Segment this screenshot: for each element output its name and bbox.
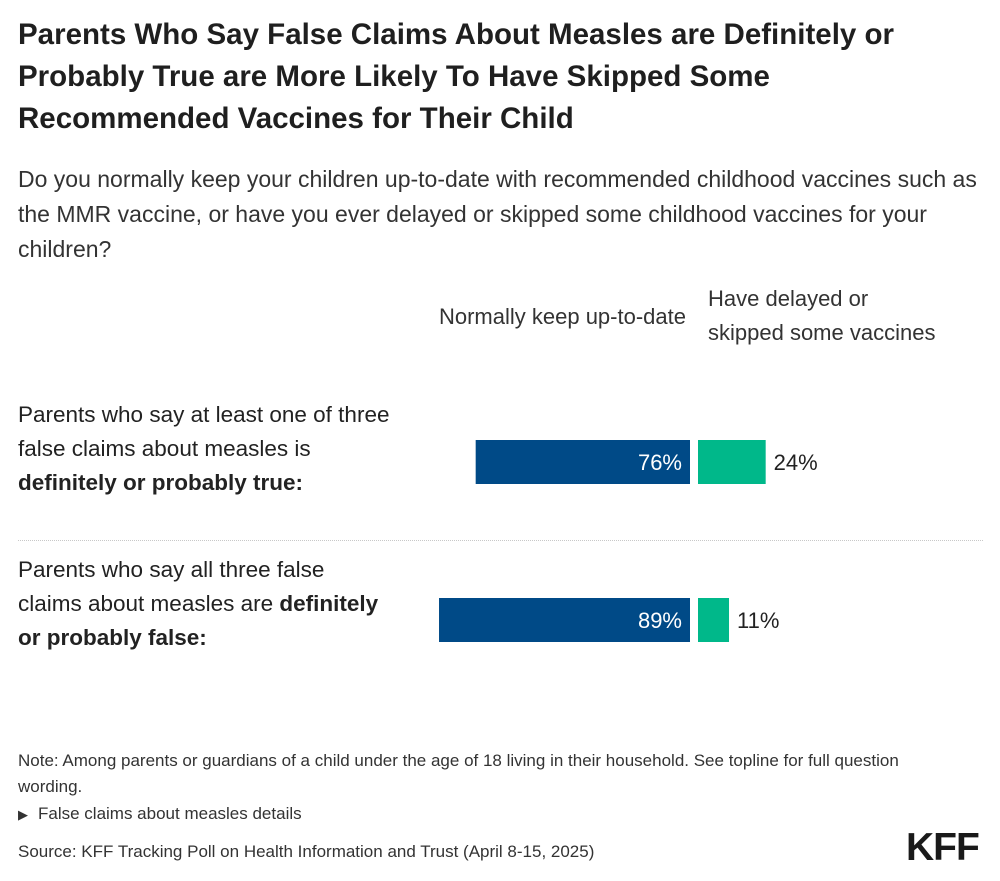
row-divider — [18, 540, 983, 541]
bar-label-delayed-skipped-1: 24% — [774, 450, 818, 475]
bar-up-to-date-1 — [475, 440, 690, 484]
chart-title: Parents Who Say False Claims About Measl… — [18, 18, 894, 135]
row-label-1: Parents who say at least one of three fa… — [18, 398, 398, 500]
row-label-2: Parents who say all three false claims a… — [18, 553, 388, 655]
bar-delayed-skipped-2 — [698, 598, 730, 642]
footnote: Note: Among parents or guardians of a ch… — [18, 751, 899, 796]
bar-label-up-to-date-2: 89% — [638, 608, 682, 633]
triangle-right-icon: ▶ — [18, 807, 28, 822]
details-toggle-label: False claims about measles details — [38, 804, 302, 823]
bar-label-up-to-date-1: 76% — [638, 450, 682, 475]
row-label-2-text: Parents who say all three false claims a… — [18, 557, 325, 616]
row-label-1-text: Parents who say at least one of three fa… — [18, 402, 390, 461]
source-line: Source: KFF Tracking Poll on Health Info… — [18, 842, 595, 861]
bar-up-to-date-2 — [439, 598, 690, 642]
bar-delayed-skipped-1 — [698, 440, 766, 484]
row-label-1-bold: definitely or probably true: — [18, 470, 304, 495]
bar-label-delayed-skipped-2: 11% — [737, 608, 779, 633]
details-toggle[interactable]: ▶ False claims about measles details — [18, 801, 302, 828]
legend-label-delayed-skipped: Have delayed or skipped some vaccines — [708, 286, 936, 345]
row-label-2-bold: definitely or probably false: — [18, 591, 379, 650]
chart-subtitle: Do you normally keep your children up-to… — [18, 166, 977, 262]
kff-logo: KFF — [906, 826, 980, 869]
legend-label-up-to-date: Normally keep up-to-date — [438, 304, 686, 329]
